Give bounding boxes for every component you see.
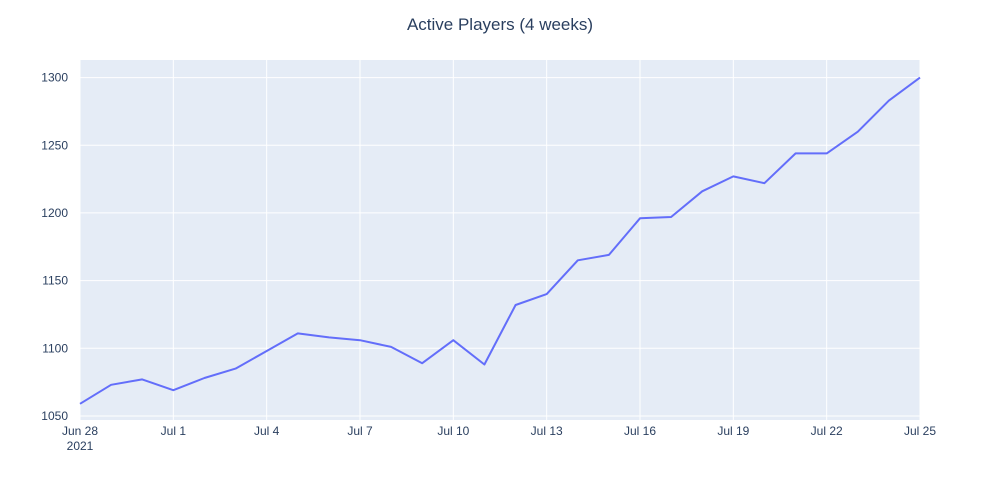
y-tick-label: 1100 bbox=[42, 341, 68, 355]
x-tick-label: Jul 22 bbox=[811, 424, 843, 438]
plot-background bbox=[80, 60, 920, 420]
y-tick-label: 1250 bbox=[41, 138, 68, 152]
y-axis: 1050 1100 1150 1200 1250 1300 bbox=[41, 71, 68, 423]
x-tick-year-label: 2021 bbox=[67, 439, 94, 453]
x-tick-label: Jul 19 bbox=[717, 424, 749, 438]
y-tick-label: 1150 bbox=[42, 274, 68, 288]
y-tick-label: 1300 bbox=[41, 71, 68, 85]
x-tick-label: Jul 16 bbox=[624, 424, 656, 438]
y-tick-label: 1200 bbox=[41, 206, 68, 220]
gridlines bbox=[79, 60, 921, 420]
x-tick-label: Jul 10 bbox=[437, 424, 469, 438]
x-tick-label: Jul 7 bbox=[347, 424, 373, 438]
series-line bbox=[79, 76, 921, 405]
x-tick-label: Jun 28 bbox=[62, 424, 98, 438]
x-tick-label: Jul 4 bbox=[254, 424, 280, 438]
x-tick-label: Jul 13 bbox=[531, 424, 563, 438]
series-group bbox=[79, 76, 921, 405]
y-tick-label: 1050 bbox=[41, 409, 68, 423]
x-tick-label: Jul 25 bbox=[904, 424, 936, 438]
chart-title: Active Players (4 weeks) bbox=[407, 15, 593, 34]
x-tick-label: Jul 1 bbox=[161, 424, 187, 438]
